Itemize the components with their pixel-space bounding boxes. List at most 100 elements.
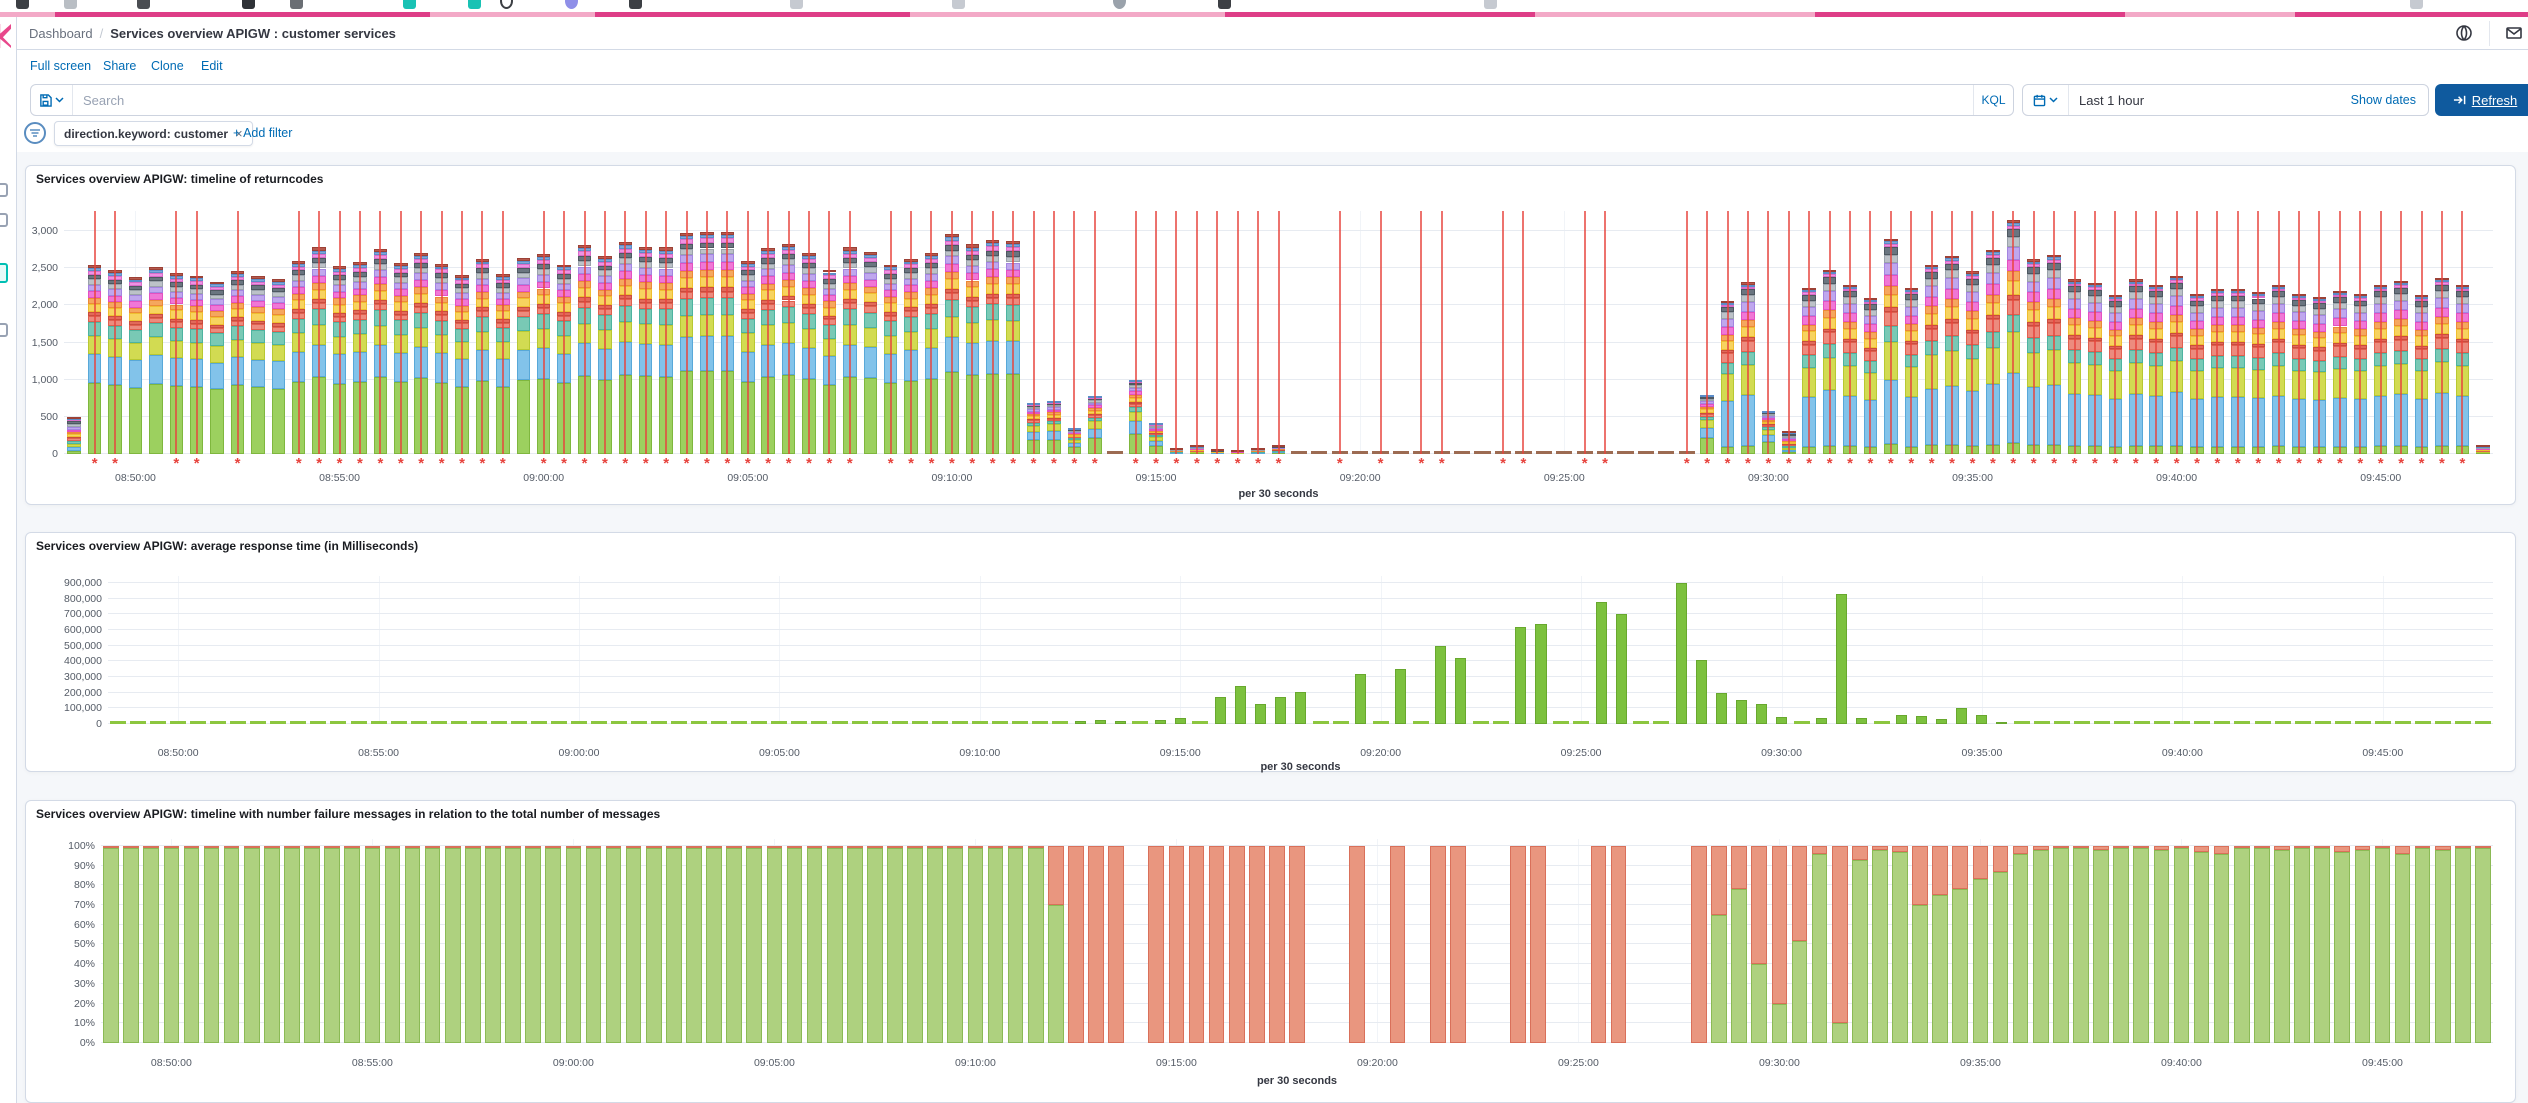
success-bar-segment[interactable]	[2133, 847, 2150, 1043]
failure-bar-segment[interactable]	[907, 845, 923, 848]
response-time-bar[interactable]	[1916, 716, 1928, 724]
response-time-bar[interactable]	[1675, 583, 1687, 724]
browser-bookmark-icon[interactable]	[565, 0, 578, 9]
failure-bar-segment[interactable]	[1972, 845, 1989, 880]
failure-bar-segment[interactable]	[1148, 845, 1165, 1043]
response-time-bar[interactable]	[1595, 601, 1607, 724]
success-bar-segment[interactable]	[1972, 879, 1989, 1043]
failure-bar-segment[interactable]	[1691, 845, 1707, 1043]
success-bar-segment[interactable]	[264, 847, 280, 1043]
failure-bar-segment[interactable]	[786, 845, 803, 848]
failure-bar-segment[interactable]	[2032, 845, 2049, 850]
stacked-bar-segment-lavender[interactable]	[67, 427, 81, 430]
success-bar-segment[interactable]	[2173, 847, 2190, 1043]
menu-full-screen[interactable]: Full screen	[30, 59, 92, 73]
stacked-bar-segment-salmon[interactable]	[67, 438, 81, 442]
failure-bar-segment[interactable]	[264, 845, 280, 848]
query-language-button[interactable]: KQL	[1973, 85, 2013, 115]
stacked-bar-segment-rose[interactable]	[863, 302, 877, 307]
stacked-bar-segment-2xx-green[interactable]	[149, 384, 163, 454]
stacked-bar-segment-yellow[interactable]	[128, 313, 143, 322]
stacked-bar-segment-teal[interactable]	[863, 312, 877, 328]
failure-bar-segment[interactable]	[505, 845, 521, 848]
stacked-bar-segment-magenta[interactable]	[863, 279, 877, 287]
stacked-bar-segment-gray[interactable]	[271, 292, 286, 298]
stacked-bar-segment-lightblue[interactable]	[251, 359, 265, 388]
stacked-bar-segment-lavender[interactable]	[271, 297, 286, 304]
stacked-bar-segment-maroon[interactable]	[516, 257, 530, 261]
failure-bar-segment[interactable]	[2294, 845, 2310, 848]
saved-query-button[interactable]	[31, 85, 73, 115]
stacked-bar-segment-teal[interactable]	[149, 323, 163, 338]
response-time-bar[interactable]	[1114, 720, 1126, 724]
menu-edit[interactable]: Edit	[201, 59, 223, 73]
chart-plot-returncodes[interactable]	[64, 211, 2493, 454]
failure-bar-segment[interactable]	[846, 845, 863, 848]
success-bar-segment[interactable]	[2294, 847, 2310, 1043]
stacked-bar-segment-gray[interactable]	[516, 272, 530, 278]
stacked-bar-segment-steel[interactable]	[271, 282, 286, 285]
failure-bar-segment[interactable]	[404, 845, 421, 848]
stacked-bar-segment-gray[interactable]	[67, 424, 81, 428]
success-bar-segment[interactable]	[1791, 940, 1808, 1043]
failure-bar-segment[interactable]	[163, 845, 180, 848]
stacked-bar-segment-steel[interactable]	[863, 254, 877, 258]
failure-bar-segment[interactable]	[1771, 845, 1788, 1004]
stacked-bar-segment-salmon[interactable]	[210, 328, 224, 334]
success-bar-segment[interactable]	[485, 847, 501, 1043]
response-time-bar[interactable]	[1294, 692, 1306, 724]
response-time-bar[interactable]	[1615, 614, 1627, 724]
failure-bar-segment[interactable]	[1289, 845, 1305, 1043]
success-bar-segment[interactable]	[605, 847, 622, 1043]
success-bar-segment[interactable]	[907, 847, 923, 1043]
failure-bar-segment[interactable]	[344, 845, 361, 848]
success-bar-segment[interactable]	[1711, 914, 1727, 1043]
browser-bookmark-icon[interactable]	[790, 0, 803, 9]
stacked-bar-segment-steel[interactable]	[210, 284, 224, 287]
success-bar-segment[interactable]	[686, 847, 702, 1043]
success-bar-segment[interactable]	[2073, 847, 2089, 1043]
stacked-bar-segment-salmon[interactable]	[149, 317, 163, 324]
stacked-bar-segment-yellow[interactable]	[251, 312, 265, 321]
response-time-bar[interactable]	[1154, 719, 1166, 724]
success-bar-segment[interactable]	[625, 847, 642, 1043]
failure-bar-segment[interactable]	[1047, 845, 1064, 906]
failure-bar-segment[interactable]	[2414, 845, 2431, 848]
failure-bar-segment[interactable]	[284, 845, 300, 848]
failure-bar-segment[interactable]	[2213, 845, 2230, 854]
stacked-bar-segment-yellow[interactable]	[863, 293, 877, 303]
failure-bar-segment[interactable]	[1068, 845, 1084, 1043]
stacked-bar-segment-yellow[interactable]	[67, 434, 81, 437]
success-bar-segment[interactable]	[2314, 847, 2330, 1043]
failure-bar-segment[interactable]	[364, 845, 381, 848]
failure-bar-segment[interactable]	[1449, 845, 1466, 1043]
failure-bar-segment[interactable]	[1027, 845, 1044, 848]
failure-bar-segment[interactable]	[2394, 845, 2411, 854]
success-bar-segment[interactable]	[987, 847, 1004, 1043]
failure-bar-segment[interactable]	[2314, 845, 2330, 848]
success-bar-segment[interactable]	[766, 847, 783, 1043]
stacked-bar-segment-magenta[interactable]	[210, 305, 224, 312]
failure-bar-segment[interactable]	[666, 845, 682, 848]
time-range-value[interactable]: Last 1 hour	[2079, 92, 2145, 108]
failure-bar-segment[interactable]	[686, 845, 702, 848]
success-bar-segment[interactable]	[2213, 853, 2230, 1043]
success-bar-segment[interactable]	[1027, 847, 1044, 1043]
chart-plot-response-time[interactable]	[108, 576, 2493, 724]
response-time-bar[interactable]	[1996, 721, 2008, 724]
success-bar-segment[interactable]	[183, 847, 200, 1043]
kibana-logo[interactable]	[0, 24, 11, 48]
failure-bar-segment[interactable]	[927, 845, 943, 848]
success-bar-segment[interactable]	[545, 847, 562, 1043]
success-bar-segment[interactable]	[364, 847, 381, 1043]
success-bar-segment[interactable]	[2052, 847, 2069, 1043]
failure-bar-segment[interactable]	[645, 845, 662, 848]
success-bar-segment[interactable]	[2253, 847, 2270, 1043]
failure-bar-segment[interactable]	[1731, 845, 1748, 890]
failure-bar-segment[interactable]	[2334, 845, 2351, 852]
response-time-bar[interactable]	[1435, 645, 1447, 724]
success-bar-segment[interactable]	[2374, 847, 2391, 1043]
failure-bar-segment[interactable]	[465, 845, 481, 848]
failure-bar-segment[interactable]	[2113, 845, 2129, 848]
success-bar-segment[interactable]	[163, 847, 180, 1043]
